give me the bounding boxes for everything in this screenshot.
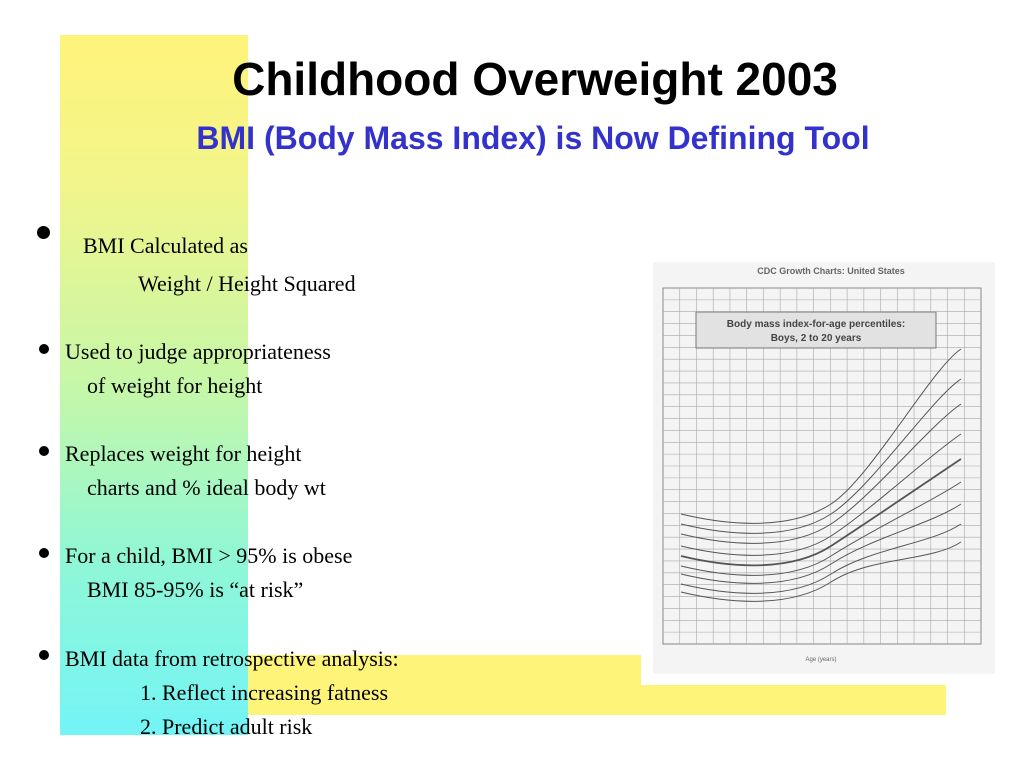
bullet-subtext: 1. Reflect increasing fatness xyxy=(140,680,389,705)
bullet-text: Used to judge appropriateness xyxy=(65,339,331,364)
bullet-subtext: 2. Predict adult risk xyxy=(140,714,313,739)
bullet-subtext: Weight / Height Squared xyxy=(138,271,356,296)
bullet-subtext: BMI 85-95% is “at risk” xyxy=(87,577,304,602)
percentile-curve xyxy=(680,503,962,584)
decorative-yellow-bar xyxy=(248,655,641,685)
growth-chart-scan: CDC Growth Charts: United States Body ma… xyxy=(653,262,995,674)
chart-caption-box xyxy=(695,311,937,349)
chart-header: CDC Growth Charts: United States xyxy=(757,266,905,276)
chart-caption-line2: Boys, 2 to 20 years xyxy=(771,333,862,344)
bullet-text: BMI Calculated as xyxy=(83,233,248,258)
bullet-dot xyxy=(39,548,49,558)
percentile-curve xyxy=(680,481,962,576)
percentile-curve xyxy=(680,433,962,556)
decorative-cyan-bar xyxy=(60,715,248,735)
bullet-dot xyxy=(37,226,50,239)
percentile-curve xyxy=(680,378,962,534)
bullet-subtext: of weight for height xyxy=(87,373,263,398)
decorative-gradient-bar xyxy=(60,35,248,735)
percentile-curve xyxy=(680,458,962,567)
bullet-dot xyxy=(39,344,49,354)
percentile-curve xyxy=(680,541,962,602)
growth-chart-image: CDC Growth Charts: United States Body ma… xyxy=(641,254,1005,684)
bullet-dot xyxy=(39,446,49,456)
slide-subtitle: BMI (Body Mass Index) is Now Defining To… xyxy=(196,120,870,156)
slide-title: Childhood Overweight 2003 xyxy=(232,53,838,105)
percentile-curve xyxy=(680,523,962,594)
bullet-text: BMI data from retrospective analysis: xyxy=(65,646,399,671)
chart-x-axis-label: Age (years) xyxy=(805,657,836,663)
chart-caption-line1: Body mass index-for-age percentiles: xyxy=(727,319,905,330)
bullet-dot xyxy=(39,650,49,660)
bullet-subtext: charts and % ideal body wt xyxy=(87,475,326,500)
bullet-text: Replaces weight for height xyxy=(65,441,302,466)
percentile-curve xyxy=(680,348,962,524)
bullet-text: For a child, BMI > 95% is obese xyxy=(65,543,353,568)
percentile-curve xyxy=(680,403,962,544)
percentile-curves xyxy=(680,348,962,602)
decorative-yellow-bar-wide xyxy=(248,685,946,715)
